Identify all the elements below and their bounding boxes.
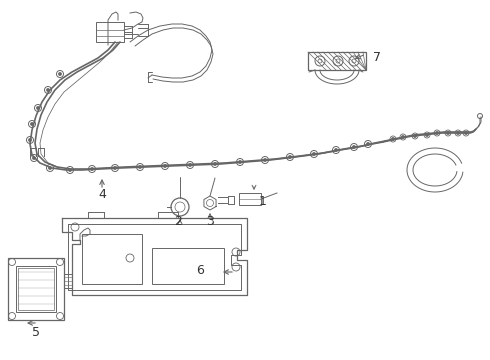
Circle shape (426, 134, 428, 136)
Text: 2: 2 (174, 215, 182, 228)
Circle shape (29, 139, 31, 141)
Circle shape (264, 159, 266, 161)
Circle shape (91, 168, 93, 170)
Circle shape (164, 165, 166, 167)
Circle shape (465, 132, 467, 134)
Circle shape (457, 132, 459, 134)
Circle shape (392, 138, 394, 140)
Text: 7: 7 (373, 50, 381, 63)
Circle shape (114, 167, 116, 169)
Text: 4: 4 (98, 188, 106, 201)
Bar (239, 193, 261, 205)
Bar (8, 258, 64, 320)
Circle shape (139, 166, 141, 168)
Circle shape (47, 89, 49, 91)
Text: 1: 1 (259, 195, 267, 208)
Circle shape (414, 135, 416, 137)
Circle shape (367, 143, 369, 145)
Text: 5: 5 (32, 325, 40, 338)
Bar (96, 22, 124, 42)
Bar (152, 248, 224, 284)
Text: 3: 3 (206, 215, 214, 228)
Circle shape (69, 169, 71, 171)
Circle shape (402, 136, 404, 138)
Circle shape (447, 132, 449, 134)
Circle shape (436, 132, 438, 134)
Circle shape (214, 163, 216, 165)
Circle shape (31, 123, 33, 125)
Circle shape (239, 161, 241, 163)
Circle shape (335, 149, 337, 151)
Circle shape (313, 153, 315, 155)
Circle shape (49, 167, 51, 169)
Circle shape (33, 157, 35, 159)
Circle shape (37, 107, 39, 109)
Bar (308, 52, 366, 70)
Circle shape (353, 146, 355, 148)
Circle shape (59, 73, 61, 75)
Bar (82, 234, 142, 284)
Bar (16, 266, 56, 312)
Text: 6: 6 (196, 264, 204, 276)
Circle shape (189, 164, 191, 166)
Bar (18, 268, 54, 310)
Circle shape (289, 156, 291, 158)
